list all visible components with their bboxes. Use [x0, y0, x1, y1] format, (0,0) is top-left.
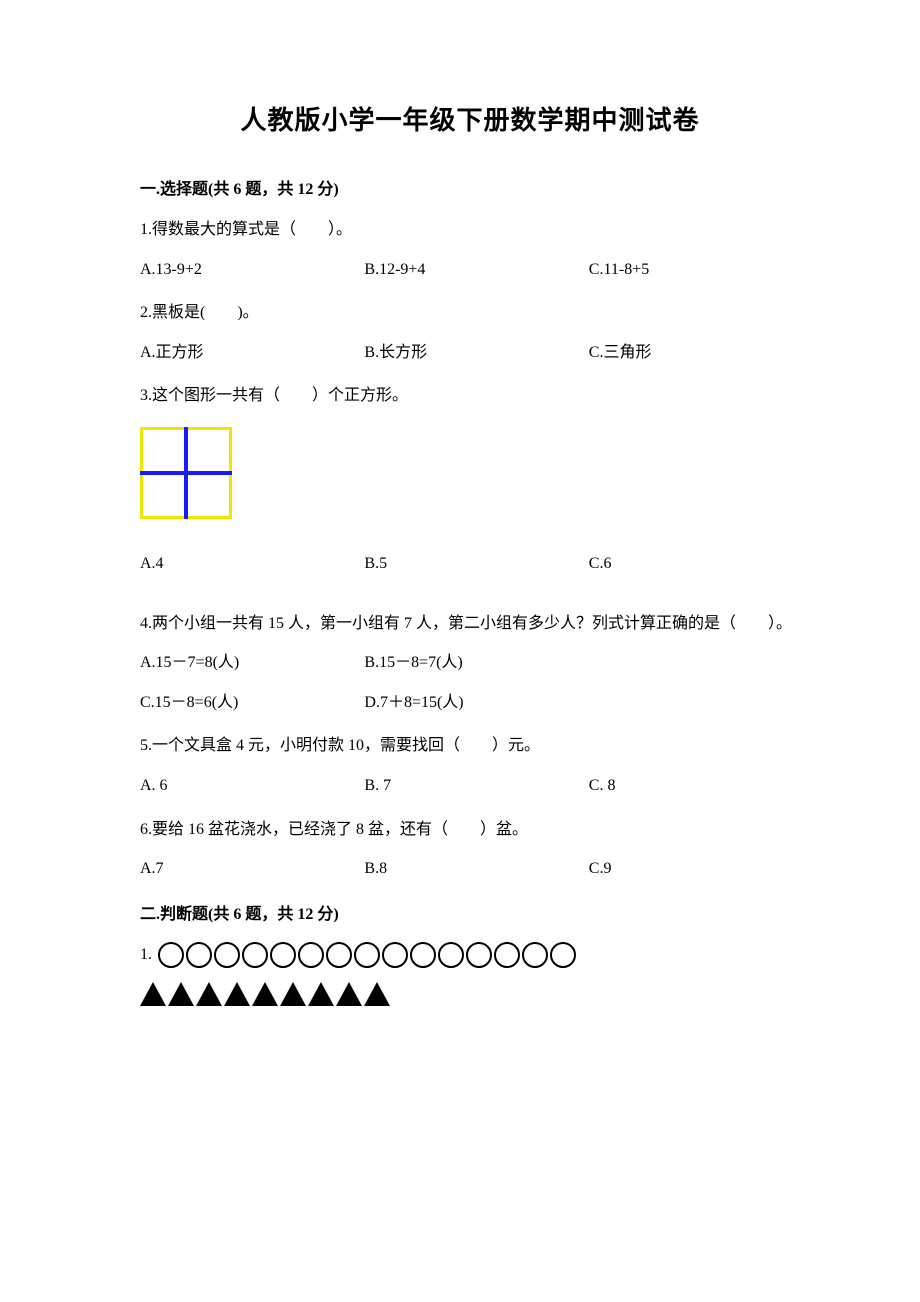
circle-icon — [214, 942, 240, 968]
q3-figure-horizontal-line — [140, 471, 232, 475]
q5-option-a: A. 6 — [140, 773, 364, 799]
q3-option-b: B.5 — [364, 551, 588, 577]
q5-text: 5.一个文具盒 4 元，小明付款 10，需要找回（ ）元。 — [140, 733, 800, 759]
q4-options-row2: C.15－8=6(人) D.7＋8=15(人) — [140, 690, 800, 716]
question-2: 2.黑板是( )。 A.正方形 B.长方形 C.三角形 — [140, 300, 800, 365]
triangle-icon — [140, 982, 166, 1006]
q4-option-c: C.15－8=6(人) — [140, 690, 364, 716]
triangles-container — [140, 982, 390, 1006]
circle-icon — [522, 942, 548, 968]
q5-option-c: C. 8 — [589, 773, 800, 799]
circle-icon — [550, 942, 576, 968]
q5-options: A. 6 B. 7 C. 8 — [140, 773, 800, 799]
q1-option-a: A.13-9+2 — [140, 257, 364, 283]
q6-option-a: A.7 — [140, 856, 364, 882]
triangle-icon — [252, 982, 278, 1006]
s2-q1-triangles-row — [140, 982, 800, 1006]
circle-icon — [354, 942, 380, 968]
q2-option-a: A.正方形 — [140, 340, 364, 366]
circle-icon — [382, 942, 408, 968]
q6-option-c: C.9 — [589, 856, 800, 882]
triangle-icon — [308, 982, 334, 1006]
q6-option-b: B.8 — [364, 856, 588, 882]
q5-option-b: B. 7 — [364, 773, 588, 799]
circle-icon — [158, 942, 184, 968]
s2-q1-circles-row: 1. — [140, 942, 800, 968]
circle-icon — [298, 942, 324, 968]
section-2-header: 二.判断题(共 6 题，共 12 分) — [140, 900, 800, 924]
q2-option-b: B.长方形 — [364, 340, 588, 366]
triangle-icon — [196, 982, 222, 1006]
triangle-icon — [280, 982, 306, 1006]
circle-icon — [270, 942, 296, 968]
question-5: 5.一个文具盒 4 元，小明付款 10，需要找回（ ）元。 A. 6 B. 7 … — [140, 733, 800, 798]
q4-option-a: A.15－7=8(人) — [140, 650, 364, 676]
section-1-header: 一.选择题(共 6 题，共 12 分) — [140, 175, 800, 199]
q1-text: 1.得数最大的算式是（ ）。 — [140, 217, 800, 243]
q1-option-c: C.11-8+5 — [589, 257, 800, 283]
circles-container — [158, 942, 576, 968]
q3-figure — [140, 427, 232, 519]
question-4: 4.两个小组一共有 15 人，第一小组有 7 人，第二小组有多少人？列式计算正确… — [140, 611, 800, 716]
circle-icon — [410, 942, 436, 968]
q2-options: A.正方形 B.长方形 C.三角形 — [140, 340, 800, 366]
triangle-icon — [336, 982, 362, 1006]
circle-icon — [494, 942, 520, 968]
q4-text: 4.两个小组一共有 15 人，第一小组有 7 人，第二小组有多少人？列式计算正确… — [140, 611, 800, 637]
circle-icon — [326, 942, 352, 968]
q3-option-a: A.4 — [140, 551, 364, 577]
question-3: 3.这个图形一共有（ ）个正方形。 A.4 B.5 C.6 — [140, 383, 800, 576]
q3-option-c: C.6 — [589, 551, 800, 577]
triangle-icon — [168, 982, 194, 1006]
q1-option-b: B.12-9+4 — [364, 257, 588, 283]
q4-options-row1: A.15－7=8(人) B.15－8=7(人) — [140, 650, 800, 676]
triangle-icon — [224, 982, 250, 1006]
q4-option-b: B.15－8=7(人) — [364, 650, 588, 676]
circle-icon — [438, 942, 464, 968]
s2-q1-prefix: 1. — [140, 946, 152, 964]
page-title: 人教版小学一年级下册数学期中测试卷 — [140, 100, 800, 137]
q3-text: 3.这个图形一共有（ ）个正方形。 — [140, 383, 800, 409]
q2-option-c: C.三角形 — [589, 340, 800, 366]
circle-icon — [242, 942, 268, 968]
circle-icon — [466, 942, 492, 968]
q4-option-d: D.7＋8=15(人) — [364, 690, 588, 716]
q6-options: A.7 B.8 C.9 — [140, 856, 800, 882]
q1-options: A.13-9+2 B.12-9+4 C.11-8+5 — [140, 257, 800, 283]
q3-options: A.4 B.5 C.6 — [140, 551, 800, 577]
q6-text: 6.要给 16 盆花浇水，已经浇了 8 盆，还有（ ）盆。 — [140, 817, 800, 843]
q2-text: 2.黑板是( )。 — [140, 300, 800, 326]
circle-icon — [186, 942, 212, 968]
triangle-icon — [364, 982, 390, 1006]
question-6: 6.要给 16 盆花浇水，已经浇了 8 盆，还有（ ）盆。 A.7 B.8 C.… — [140, 817, 800, 882]
question-1: 1.得数最大的算式是（ ）。 A.13-9+2 B.12-9+4 C.11-8+… — [140, 217, 800, 282]
